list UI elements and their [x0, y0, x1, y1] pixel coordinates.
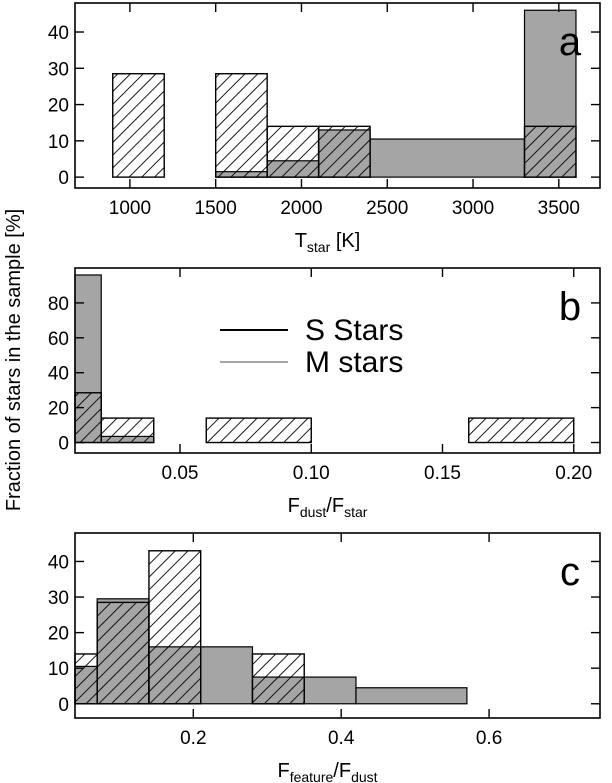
y-tick-label: 10 — [48, 659, 69, 680]
y-tick-label: 0 — [58, 168, 69, 189]
x-tick-label: 2500 — [366, 198, 408, 219]
panel-c: 0.2 0.4 0.6 0 10 20 30 40 c Ffeature/Fdust — [48, 532, 601, 783]
x-tick-label: 0.2 — [180, 728, 206, 749]
s-stars-bar — [74, 392, 102, 444]
legend-label: M stars — [305, 346, 403, 379]
x-tick-label: 0.05 — [162, 463, 199, 484]
plot-frame — [74, 267, 601, 454]
y-tick-label: 40 — [48, 23, 69, 44]
s-stars-bar — [74, 653, 98, 705]
x-tick-label: 1000 — [109, 198, 151, 219]
x-axis-label: Ffeature/Fdust — [277, 760, 377, 783]
s-stars-bar — [96, 601, 150, 705]
y-axis-label: Fraction of stars in the sample [%] — [3, 209, 25, 511]
plot-frame — [74, 2, 601, 189]
y-tick-label: 30 — [48, 59, 69, 80]
s-stars-bar — [317, 125, 371, 178]
panel-a: 1000 1500 2000 2500 3000 3500 0 10 20 30 40 a Tstar … — [48, 2, 601, 255]
x-axis-label: Tstar [K] — [295, 230, 361, 255]
s-stars-bar — [523, 125, 577, 178]
y-tick-label: 40 — [48, 364, 69, 385]
y-tick-label: 30 — [48, 588, 69, 609]
s-stars-bar — [266, 125, 320, 178]
x-tick-label: 1500 — [195, 198, 237, 219]
x-tick-label: 3000 — [452, 198, 494, 219]
y-tick-label: 20 — [48, 96, 69, 117]
s-stars-bar — [205, 417, 312, 444]
panel-letter: b — [559, 285, 581, 329]
panel-b: 0.05 0.10 0.15 0.20 0 20 40 60 80 b Fdust/Fstar S S… — [48, 267, 601, 520]
m-stars-bar — [355, 687, 468, 705]
m-stars-bar — [200, 646, 254, 705]
y-tick-label: 0 — [58, 434, 69, 455]
plot-frame — [74, 532, 601, 719]
panel-letter: a — [559, 20, 582, 64]
y-tick-label: 80 — [48, 294, 69, 315]
panel-letter: c — [560, 550, 580, 594]
x-tick-label: 0.4 — [328, 728, 355, 749]
legend-label: S Stars — [305, 314, 403, 347]
s-stars-bar — [468, 417, 575, 444]
x-tick-label: 0.20 — [555, 463, 592, 484]
s-stars-bar — [112, 73, 165, 178]
s-stars-bar — [251, 653, 305, 705]
y-tick-label: 20 — [48, 624, 69, 645]
x-axis-label: Fdust/Fstar — [288, 495, 368, 520]
y-tick-label: 0 — [58, 695, 69, 716]
x-tick-label: 0.15 — [424, 463, 461, 484]
x-tick-label: 2000 — [280, 198, 322, 219]
y-tick-label: 10 — [48, 132, 69, 153]
x-tick-label: 0.6 — [476, 728, 502, 749]
y-tick-label: 60 — [48, 329, 69, 350]
x-tick-label: 3500 — [538, 198, 580, 219]
s-stars-bar — [100, 417, 155, 444]
x-tick-label: 0.10 — [293, 463, 330, 484]
y-tick-label: 40 — [48, 552, 69, 573]
m-stars-bar — [303, 676, 357, 705]
s-stars-bar — [148, 550, 202, 705]
y-tick-label: 20 — [48, 399, 69, 420]
s-stars-bar — [214, 73, 268, 178]
m-stars-bar — [369, 138, 526, 178]
